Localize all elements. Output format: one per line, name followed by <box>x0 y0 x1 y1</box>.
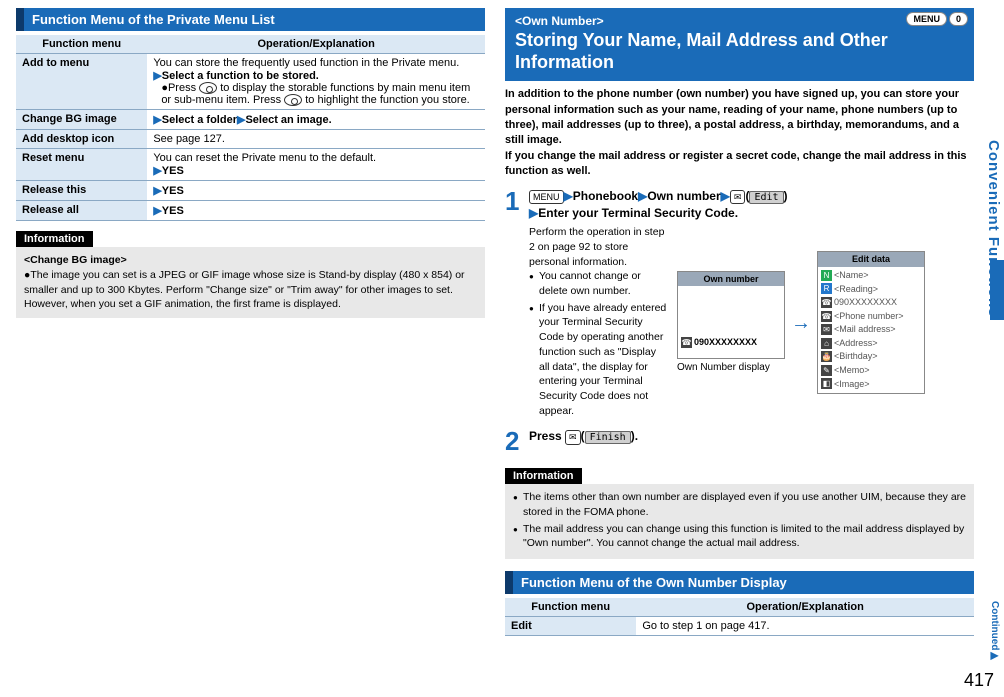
row-add-to-menu-fn: Add to menu <box>16 54 147 110</box>
page-number: 417 <box>964 670 994 691</box>
screen1-caption: Own Number display <box>677 361 785 375</box>
row-edit-op: Go to step 1 on page 417. <box>636 617 974 636</box>
row-desktop-icon-op: See page 127. <box>147 130 485 149</box>
step-1-num: 1 <box>505 188 529 222</box>
col-header-op: Operation/Explanation <box>147 35 485 54</box>
own-number-screen: Own number ☎090XXXXXXXX <box>677 271 785 360</box>
left-column: Function Menu of the Private Menu List F… <box>16 8 485 636</box>
phone-screens: Own number ☎090XXXXXXXX Own Number displ… <box>677 225 925 420</box>
phone-icon: ☎ <box>681 337 692 348</box>
info-item-1: The items other than own number are disp… <box>513 490 966 519</box>
finish-softkey: Finish <box>585 431 631 444</box>
header-big-title: Storing Your Name, Mail Address and Othe… <box>515 30 964 73</box>
nav-key-icon <box>199 82 217 94</box>
info-box-left: <Change BG image> ●The image you can set… <box>16 247 485 318</box>
col2-header-op: Operation/Explanation <box>636 598 974 617</box>
step-1-detail: Perform the operation in step 2 on page … <box>529 225 974 420</box>
detail-bullet-1: You cannot change or delete own number. <box>529 269 669 298</box>
intro-text: In addition to the phone number (own num… <box>505 87 974 179</box>
menu-key-icon: MENU <box>906 12 947 26</box>
mail-key-icon: ✉ <box>565 430 581 445</box>
edit-data-screen: Edit data N<Name> R<Reading> ☎090XXXXXXX… <box>817 251 925 394</box>
col2-header-fn: Function menu <box>505 598 636 617</box>
info-subtitle: <Change BG image> <box>24 253 477 268</box>
arrow-icon: → <box>791 309 811 337</box>
private-menu-table: Function menu Operation/Explanation Add … <box>16 35 485 221</box>
info-item-2: The mail address you can change using th… <box>513 522 966 551</box>
edit-softkey: Edit <box>749 191 783 204</box>
info-label-right: Information <box>505 468 582 484</box>
step-2-num: 2 <box>505 428 529 454</box>
own-number-header: <Own Number> MENU 0 Storing Your Name, M… <box>505 8 974 81</box>
row-release-all-fn: Release all <box>16 201 147 221</box>
row-change-bg-op: ▶Select a folder▶Select an image. <box>147 110 485 130</box>
continued-label: Continued▶ <box>989 601 1000 661</box>
step-1: 1 MENU▶Phonebook▶Own number▶✉(Edit) ▶Ent… <box>505 188 974 222</box>
zero-key-icon: 0 <box>949 12 968 26</box>
menu-key-icon: MENU <box>529 190 564 205</box>
private-menu-header: Function Menu of the Private Menu List <box>16 8 485 31</box>
step-2-body: Press ✉(Finish). <box>529 428 974 454</box>
row-reset-op: You can reset the Private menu to the de… <box>147 149 485 181</box>
step-1-body: MENU▶Phonebook▶Own number▶✉(Edit) ▶Enter… <box>529 188 974 222</box>
row-change-bg-fn: Change BG image <box>16 110 147 130</box>
row-reset-fn: Reset menu <box>16 149 147 181</box>
step-2: 2 Press ✉(Finish). <box>505 428 974 454</box>
info-box-right: The items other than own number are disp… <box>505 484 974 559</box>
info-body: ●The image you can set is a JPEG or GIF … <box>24 268 477 312</box>
header-small-title: <Own Number> <box>515 14 964 28</box>
row-edit-fn: Edit <box>505 617 636 636</box>
row-release-this-op: ▶YES <box>147 181 485 201</box>
row-release-this-fn: Release this <box>16 181 147 201</box>
row-add-to-menu-op: You can store the frequently used functi… <box>147 54 485 110</box>
header-key-badges: MENU 0 <box>906 12 968 26</box>
info-label-left: Information <box>16 231 93 247</box>
own-number-menu-table: Function menu Operation/Explanation Edit… <box>505 598 974 636</box>
right-column: <Own Number> MENU 0 Storing Your Name, M… <box>505 8 974 636</box>
mail-key-icon: ✉ <box>730 190 746 205</box>
side-tab-block <box>990 260 1004 320</box>
nav-key-icon <box>284 94 302 106</box>
row-release-all-op: ▶YES <box>147 201 485 221</box>
col-header-fn: Function menu <box>16 35 147 54</box>
own-number-menu-header: Function Menu of the Own Number Display <box>505 571 974 594</box>
detail-bullet-2: If you have already entered your Termina… <box>529 301 669 419</box>
row-desktop-icon-fn: Add desktop icon <box>16 130 147 149</box>
